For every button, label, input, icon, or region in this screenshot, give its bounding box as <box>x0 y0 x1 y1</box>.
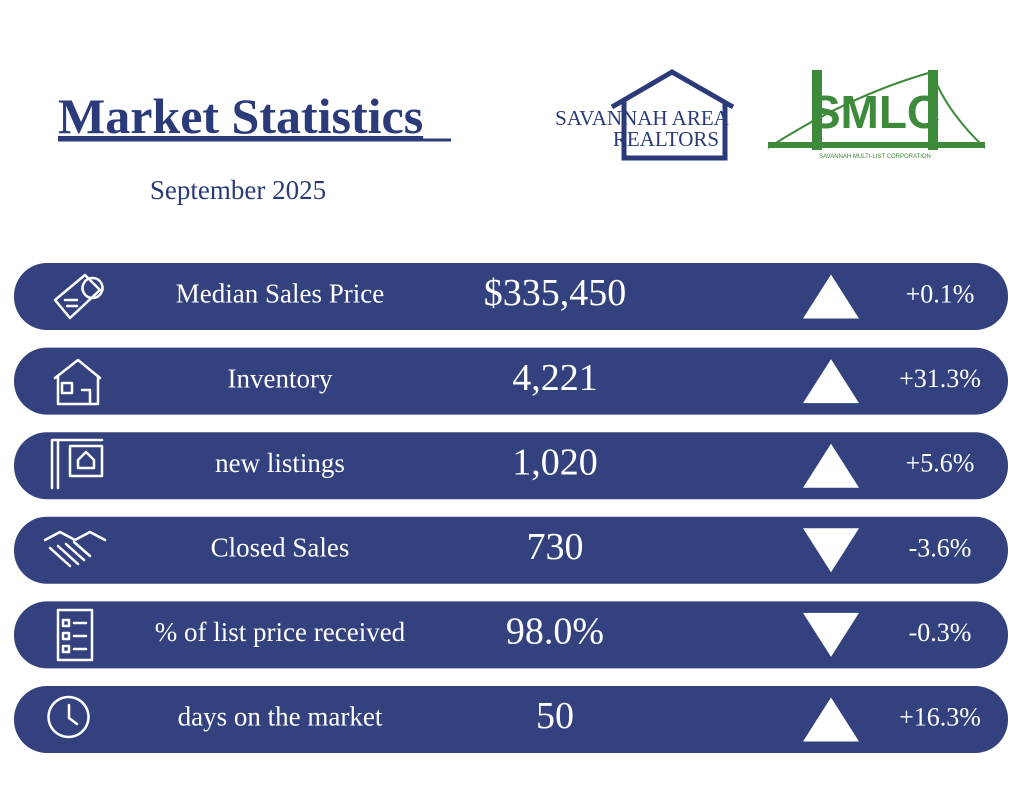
row-icon <box>43 530 107 568</box>
smlc-logo: SMLC SAVANNAH MULTI-LIST CORPORATION <box>767 70 986 160</box>
row-change: +5.6% <box>906 449 975 478</box>
row-value: 98.0% <box>506 611 604 653</box>
row-icon <box>53 273 104 320</box>
stat-row: Inventory 4,221 +31.3% <box>14 347 1008 415</box>
row-value: 730 <box>527 526 584 568</box>
row-pill <box>14 263 1008 330</box>
row-label: Median Sales Price <box>176 279 384 309</box>
stat-row: days on the market 50 +16.3% <box>14 686 1008 753</box>
row-change: +16.3% <box>899 702 981 731</box>
arrow-up <box>803 443 859 488</box>
stat-row: Closed Sales 730 -3.6% <box>14 516 1008 584</box>
arrow-down <box>803 612 859 657</box>
stat-row: new listings 1,020 +5.6% <box>14 432 1008 500</box>
row-label: new listings <box>215 448 345 478</box>
arrow-up <box>803 359 859 404</box>
row-pill <box>14 432 1008 500</box>
arrow-up <box>803 274 859 319</box>
house-outline <box>610 69 735 161</box>
row-pill <box>14 347 1008 415</box>
row-change: -3.6% <box>909 533 972 562</box>
subtitle: September 2025 <box>150 175 326 205</box>
row-value: $335,450 <box>484 272 627 314</box>
row-change: +31.3% <box>899 364 981 393</box>
row-change: +0.1% <box>906 279 975 308</box>
arrow-down <box>803 528 859 573</box>
bridge-tower <box>928 70 938 150</box>
row-icon <box>50 438 104 490</box>
row-value: 1,020 <box>512 441 598 483</box>
rows: Median Sales Price $335,450 +0.1% Inventory… <box>14 263 1008 753</box>
row-icon <box>53 358 102 406</box>
realtors-logo: SAVANNAH AREA REALTORS <box>555 69 735 161</box>
bridge-tower <box>812 70 822 150</box>
row-value: 4,221 <box>512 357 598 399</box>
arrow-up <box>803 697 859 742</box>
row-label: Closed Sales <box>211 533 350 563</box>
row-value: 50 <box>536 695 574 737</box>
row-icon <box>47 695 90 739</box>
row-label: days on the market <box>178 702 383 732</box>
stat-row: Median Sales Price $335,450 +0.1% <box>14 263 1008 330</box>
stat-row: % of list price received 98.0% -0.3% <box>14 601 1008 669</box>
realtors-line1: SAVANNAH AREA <box>555 106 730 130</box>
realtors-line2: REALTORS <box>613 127 719 151</box>
bridge-deck <box>768 142 985 148</box>
row-pill <box>14 686 1008 753</box>
row-pill <box>14 601 1008 669</box>
smlc-text: SMLC <box>810 86 940 138</box>
bridge-cable <box>767 70 986 149</box>
smlc-tagline: SAVANNAH MULTI-LIST CORPORATION <box>819 154 931 160</box>
row-pill <box>14 516 1008 584</box>
row-label: Inventory <box>228 363 333 393</box>
title: Market Statistics <box>58 88 423 144</box>
row-icon <box>56 608 94 662</box>
row-change: -0.3% <box>909 618 972 647</box>
row-label: % of list price received <box>155 617 406 647</box>
